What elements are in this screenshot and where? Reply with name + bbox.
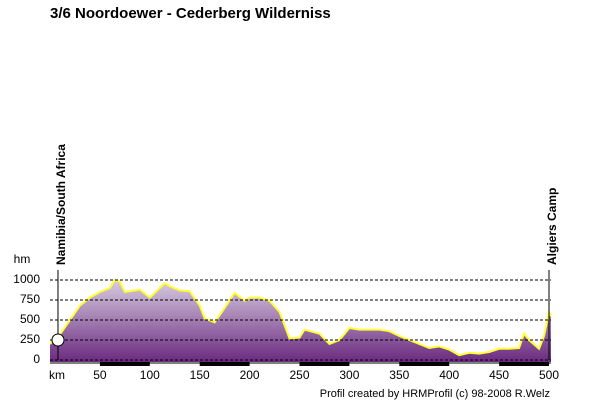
x-tick-label: 100	[140, 368, 160, 382]
x-tick-label: 250	[289, 368, 309, 382]
y-tick-label: 750	[20, 292, 40, 306]
scale-bar	[99, 362, 150, 366]
x-tick-label: 150	[190, 368, 210, 382]
scale-bar	[499, 362, 550, 366]
x-axis-label: km	[49, 368, 65, 382]
x-tick-label: 400	[439, 368, 459, 382]
scale-bar	[399, 362, 450, 366]
y-axis-label: hm	[14, 252, 31, 266]
profile-line	[49, 278, 552, 357]
y-tick-label: 1000	[13, 272, 40, 286]
scale-bar	[199, 362, 250, 366]
x-tick-label: 350	[389, 368, 409, 382]
x-tick-label: 50	[93, 368, 107, 382]
y-tick-label: 500	[20, 312, 40, 326]
annotation-label: Namibia/South Africa	[54, 144, 68, 265]
x-tick-label: 500	[539, 368, 559, 382]
scale-bar	[299, 362, 350, 366]
annotation-label: Algiers Camp	[545, 188, 559, 265]
chart-title: 3/6 Noordoewer - Cederberg Wilderniss	[50, 5, 331, 22]
y-tick-label: 250	[20, 332, 40, 346]
x-tick-label: 200	[240, 368, 260, 382]
x-tick-label: 300	[339, 368, 359, 382]
border-icon	[51, 333, 65, 347]
y-tick-label: 0	[33, 352, 40, 366]
footer: Profil created by HRMProfil (c) 98-2008 …	[320, 388, 550, 400]
x-tick-label: 450	[489, 368, 509, 382]
